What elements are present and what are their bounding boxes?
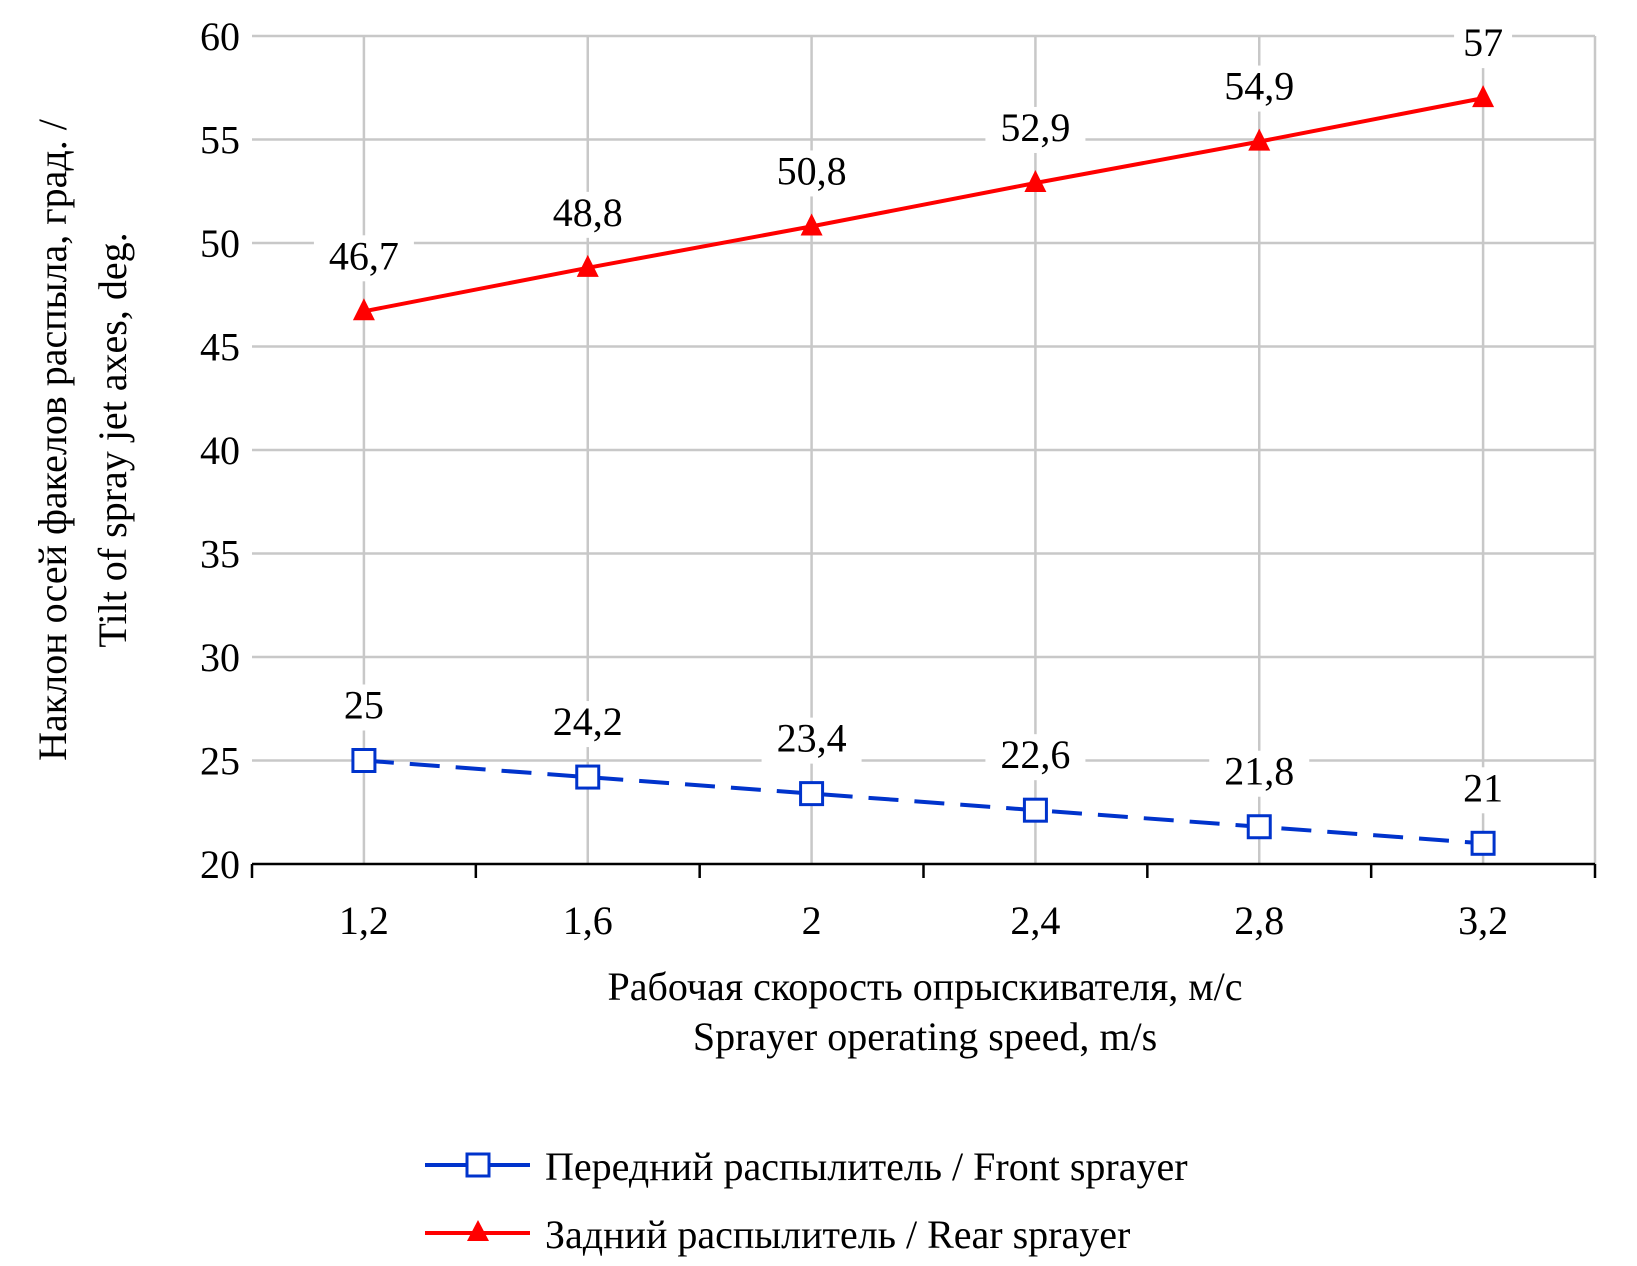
data-label: 24,2	[553, 699, 623, 744]
y-tick-label: 45	[200, 325, 240, 370]
data-label: 57	[1463, 20, 1503, 65]
x-axis-title-line1: Рабочая скорость опрыскивателя, м/с	[608, 964, 1243, 1009]
x-tick-label: 2,8	[1234, 898, 1284, 943]
data-label: 21,8	[1224, 749, 1294, 794]
data-point-triangle	[576, 254, 599, 277]
data-label-bg	[1454, 22, 1513, 69]
y-axis-title-line1: Наклон осей факелов распыла, град. /	[30, 118, 75, 761]
data-label: 48,8	[553, 190, 623, 235]
data-label: 50,8	[777, 148, 847, 193]
data-point-square	[1246, 814, 1272, 840]
x-tick-label: 2	[802, 898, 822, 943]
data-point-square	[351, 748, 377, 773]
series-line-1	[363, 96, 1484, 314]
legend-marker-square-icon	[465, 1152, 491, 1178]
x-tick-label: 2,4	[1010, 898, 1060, 943]
data-label: 25	[344, 683, 384, 728]
y-tick-label: 60	[200, 14, 240, 59]
x-tick-label: 1,6	[563, 898, 613, 943]
data-point-square	[799, 781, 825, 807]
axes: 20 25 30 35 40 45 50 55 60 1,2 1,6 2 2,4 2,8 3,2	[200, 14, 1597, 943]
data-point-triangle	[1024, 169, 1047, 192]
data-label-bg	[761, 150, 862, 197]
data-point-triangle	[800, 213, 823, 236]
data-label-bg	[985, 106, 1086, 153]
data-label: 54,9	[1224, 64, 1294, 109]
data-labels: 25 24,2 23,4 22,6 21,8 21 46,7 48,8 50,8 52,9 54,9…	[313, 20, 1513, 814]
y-tick-label: 25	[200, 739, 240, 784]
y-tick-label: 30	[200, 635, 240, 680]
series-group	[351, 85, 1496, 856]
x-tick-label: 1,2	[339, 898, 389, 943]
data-label: 23,4	[777, 716, 847, 761]
data-point-triangle	[352, 298, 375, 321]
data-label-bg	[313, 235, 414, 282]
data-label-bg	[537, 701, 638, 748]
legend: Передний распылитель / Front sprayer Зад…	[425, 1144, 1188, 1257]
data-label-bg	[334, 684, 393, 731]
y-tick-label: 40	[200, 428, 240, 473]
data-label-bg	[1209, 65, 1310, 112]
data-label-bg	[537, 191, 638, 238]
grid	[252, 34, 1597, 864]
data-point-triangle	[1248, 128, 1271, 151]
data-label: 22,6	[1000, 732, 1070, 777]
data-label-bg	[985, 734, 1086, 781]
data-point-square	[575, 764, 601, 790]
legend-label-front: Передний распылитель / Front sprayer	[545, 1144, 1188, 1189]
data-label-bg	[1454, 767, 1513, 814]
data-label-bg	[1209, 750, 1310, 797]
data-label: 52,9	[1000, 105, 1070, 150]
y-tick-label: 20	[200, 842, 240, 887]
legend-item-front: Передний распылитель / Front sprayer	[425, 1144, 1188, 1189]
data-label: 21	[1463, 765, 1503, 810]
y-tick-label: 50	[200, 221, 240, 266]
data-point-square	[1470, 830, 1496, 856]
legend-marker-triangle-icon	[467, 1220, 489, 1241]
y-tick-label: 55	[200, 118, 240, 163]
y-axis-title-line2: Tilt of spray jet axes, deg.	[90, 232, 135, 647]
data-label: 46,7	[329, 233, 399, 278]
x-tick-label: 3,2	[1458, 898, 1508, 943]
series-line-0	[363, 758, 1484, 846]
x-axis-title-line2: Sprayer operating speed, m/s	[693, 1014, 1157, 1059]
y-tick-label: 35	[200, 532, 240, 577]
legend-label-rear: Задний распылитель / Rear sprayer	[545, 1212, 1130, 1257]
data-point-triangle	[1472, 85, 1495, 108]
data-label-bg	[761, 717, 862, 764]
data-point-square	[1022, 797, 1048, 823]
legend-item-rear: Задний распылитель / Rear sprayer	[425, 1212, 1130, 1257]
